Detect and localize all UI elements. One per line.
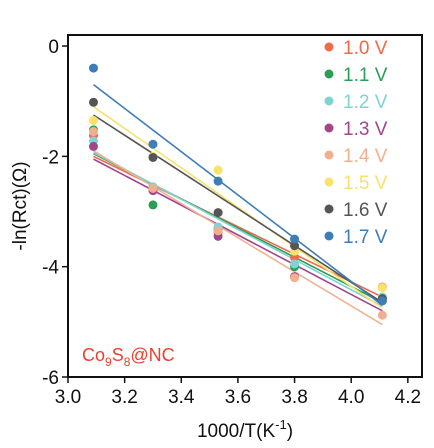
data-point — [148, 200, 158, 210]
legend-marker — [324, 150, 334, 160]
data-point — [148, 152, 158, 162]
legend-label: 1.1 V — [343, 65, 388, 86]
legend: 1.0 V 1.1 V 1.2 V 1.3 V 1.4 V 1.5 V 1.6 V 1.7 V — [324, 38, 388, 248]
x-axis-title-superscript: -1 — [275, 417, 287, 432]
annotation-part: @NC — [130, 345, 174, 365]
material-annotation: Co9S8@NC — [82, 345, 175, 369]
x-tick-label: 4.0 — [338, 387, 364, 408]
data-point — [88, 116, 98, 125]
data-point — [377, 296, 387, 306]
x-axis: 3.0 3.2 3.4 3.6 3.8 4.0 4.2 — [55, 377, 421, 408]
y-tick-label: -4 — [42, 258, 59, 279]
x-tick-label: 3.4 — [168, 387, 195, 408]
x-tick-label: 3.6 — [225, 387, 251, 408]
legend-label: 1.6 V — [343, 200, 388, 221]
data-point — [88, 97, 98, 107]
x-axis-title-end: ) — [287, 421, 293, 442]
legend-marker — [324, 177, 334, 187]
x-tick-label: 3.0 — [55, 387, 81, 408]
annotation-part: 8 — [124, 355, 131, 369]
legend-marker — [324, 42, 334, 52]
fit-lines — [93, 84, 383, 326]
legend-marker — [324, 69, 334, 79]
legend-marker — [324, 204, 334, 214]
data-point — [213, 165, 223, 175]
annotation-part: Co — [82, 345, 105, 365]
data-point — [290, 241, 300, 251]
data-point — [88, 63, 98, 73]
data-point — [213, 176, 223, 186]
annotation-part: S — [112, 345, 124, 365]
fit-line — [93, 84, 383, 306]
data-point — [290, 273, 300, 283]
annotation-part: 9 — [105, 355, 112, 369]
x-tick-label: 3.8 — [281, 387, 307, 408]
y-tick-label: -2 — [42, 147, 59, 168]
legend-label: 1.7 V — [343, 227, 388, 248]
legend-label: 1.0 V — [343, 38, 388, 59]
data-point — [377, 283, 387, 293]
plot-area — [67, 34, 423, 378]
data-point — [213, 208, 223, 218]
legend-marker — [324, 96, 334, 106]
legend-marker — [324, 231, 334, 241]
plot-frame — [67, 34, 423, 378]
data-point — [213, 226, 223, 236]
y-axis: 0 -2 -4 -6 — [42, 37, 68, 389]
x-tick-label: 4.2 — [395, 387, 421, 408]
x-axis-title: 1000/T(K-1) — [197, 417, 293, 442]
y-tick-label: 0 — [48, 37, 59, 58]
fit-line — [93, 151, 383, 308]
fit-line — [93, 114, 383, 304]
legend-label: 1.3 V — [343, 119, 388, 140]
data-point — [290, 234, 300, 244]
y-axis-title: -ln(Rct)(Ω) — [10, 161, 31, 250]
legend-label: 1.4 V — [343, 146, 388, 167]
data-point — [148, 183, 158, 193]
fit-line — [93, 158, 383, 312]
data-point — [148, 139, 158, 149]
x-tick-label: 3.2 — [111, 387, 137, 408]
legend-marker — [324, 123, 334, 133]
y-tick-label: -6 — [42, 368, 59, 389]
data-points — [88, 63, 387, 320]
legend-label: 1.2 V — [343, 92, 388, 113]
legend-label: 1.5 V — [343, 173, 388, 194]
fit-line — [93, 150, 383, 326]
data-point — [88, 141, 98, 151]
data-point — [290, 259, 300, 269]
data-point — [377, 310, 387, 320]
fit-line — [93, 106, 383, 309]
x-axis-title-main: 1000/T(K — [197, 421, 275, 442]
data-point — [88, 127, 98, 137]
